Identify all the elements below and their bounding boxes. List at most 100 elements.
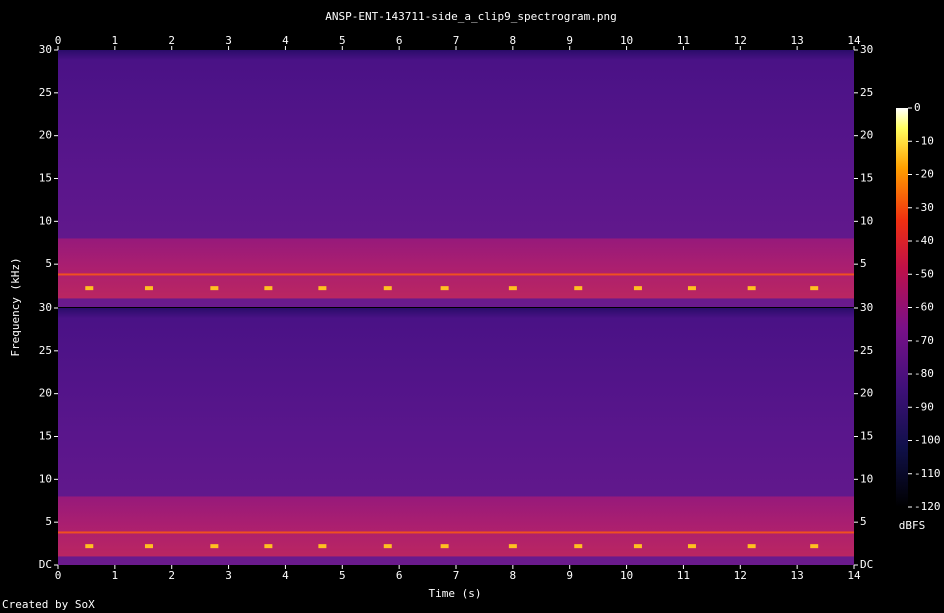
colorbar-tick-label: -90: [914, 400, 934, 413]
y-tick-label-right: 25: [860, 86, 873, 99]
pulse: [318, 544, 327, 549]
pulse: [633, 544, 642, 549]
y-tick-label: 15: [39, 172, 52, 185]
colorbar-tick-label: -30: [914, 201, 934, 214]
colorbar: [896, 108, 908, 507]
pulse: [144, 544, 153, 549]
pulse: [440, 544, 449, 549]
x-tick-label-top: 10: [620, 34, 633, 47]
y-tick-label-right: 5: [860, 515, 867, 528]
x-tick-label: 10: [620, 569, 633, 582]
x-tick-label: 12: [734, 569, 747, 582]
x-tick-label-top: 8: [510, 34, 517, 47]
y-tick-label: 20: [39, 129, 52, 142]
y-tick-label: 25: [39, 344, 52, 357]
x-tick-label-top: 6: [396, 34, 403, 47]
x-tick-label: 14: [847, 569, 861, 582]
y-tick-label: 25: [39, 86, 52, 99]
x-tick-label-top: 12: [734, 34, 747, 47]
pulse: [810, 286, 819, 291]
colorbar-tick-label: -40: [914, 234, 934, 247]
colorbar-tick-label: -60: [914, 301, 934, 314]
y-tick-label: 30: [39, 43, 52, 56]
emission-band: [58, 238, 854, 299]
pulse: [687, 544, 696, 549]
y-tick-label-right: 15: [860, 172, 873, 185]
x-tick-label-top: 11: [677, 34, 690, 47]
x-tick-label-top: 13: [791, 34, 804, 47]
colorbar-tick-label: -80: [914, 367, 934, 380]
pulse: [508, 544, 517, 549]
y-tick-label: 5: [45, 515, 52, 528]
x-tick-label: 9: [566, 569, 573, 582]
y-tick-label-right: 5: [860, 257, 867, 270]
pulse: [318, 286, 327, 291]
colorbar-tick-label: -70: [914, 334, 934, 347]
y-tick-label: 20: [39, 387, 52, 400]
x-tick-label: 1: [112, 569, 119, 582]
x-tick-label-top: 9: [566, 34, 573, 47]
pulse: [574, 286, 583, 291]
colorbar-tick-label: -20: [914, 168, 934, 181]
y-axis-label: Frequency (kHz): [9, 257, 22, 356]
pulse: [633, 286, 642, 291]
x-tick-label: 0: [55, 569, 62, 582]
x-tick-label: 5: [339, 569, 346, 582]
colorbar-tick-label: -120: [914, 500, 941, 513]
x-tick-label: 13: [791, 569, 804, 582]
tone-line: [58, 531, 854, 534]
x-tick-label: 3: [225, 569, 232, 582]
x-tick-label-top: 3: [225, 34, 232, 47]
pulse: [85, 286, 94, 291]
tone-line: [58, 273, 854, 276]
pulse: [508, 286, 517, 291]
emission-band: [58, 496, 854, 557]
x-tick-label: 8: [510, 569, 517, 582]
x-tick-label-top: 7: [453, 34, 460, 47]
pulse: [210, 286, 219, 291]
y-tick-label: 15: [39, 430, 52, 443]
pulse: [85, 544, 94, 549]
pulse: [210, 544, 219, 549]
pulse: [264, 286, 273, 291]
x-tick-label: 11: [677, 569, 690, 582]
y-tick-label: 10: [39, 214, 52, 227]
y-tick-label: 5: [45, 257, 52, 270]
footer: Created by SoX: [2, 598, 95, 611]
x-tick-label-top: 4: [282, 34, 289, 47]
chart-title: ANSP-ENT-143711-side_a_clip9_spectrogram…: [325, 10, 616, 23]
pulse: [144, 286, 153, 291]
colorbar-tick-label: -110: [914, 467, 941, 480]
pulse: [383, 286, 392, 291]
colorbar-tick-label: -50: [914, 267, 934, 280]
colorbar-label: dBFS: [899, 519, 926, 532]
pulse: [747, 286, 756, 291]
pulse: [383, 544, 392, 549]
x-tick-label-top: 0: [55, 34, 62, 47]
y-tick-label-right: 20: [860, 387, 873, 400]
colorbar-tick-label: -10: [914, 134, 934, 147]
pulse: [687, 286, 696, 291]
y-tick-label-right: 30: [860, 301, 873, 314]
y-tick-label-right: 25: [860, 344, 873, 357]
x-tick-label-top: 5: [339, 34, 346, 47]
pulse: [574, 544, 583, 549]
x-tick-label: 7: [453, 569, 460, 582]
x-tick-label: 2: [168, 569, 175, 582]
y-tick-label-right: 10: [860, 214, 873, 227]
y-tick-label-right: 15: [860, 430, 873, 443]
y-tick-label: 10: [39, 472, 52, 485]
pulse: [440, 286, 449, 291]
pulse: [264, 544, 273, 549]
colorbar-tick-label: 0: [914, 101, 921, 114]
pulse: [810, 544, 819, 549]
pulse: [747, 544, 756, 549]
x-tick-label: 6: [396, 569, 403, 582]
x-tick-label: 4: [282, 569, 289, 582]
colorbar-tick-label: -100: [914, 434, 941, 447]
y-tick-label-right: DC: [860, 558, 873, 571]
x-tick-label-top: 1: [112, 34, 119, 47]
y-tick-label-right: 10: [860, 472, 873, 485]
x-axis-label: Time (s): [429, 587, 482, 600]
